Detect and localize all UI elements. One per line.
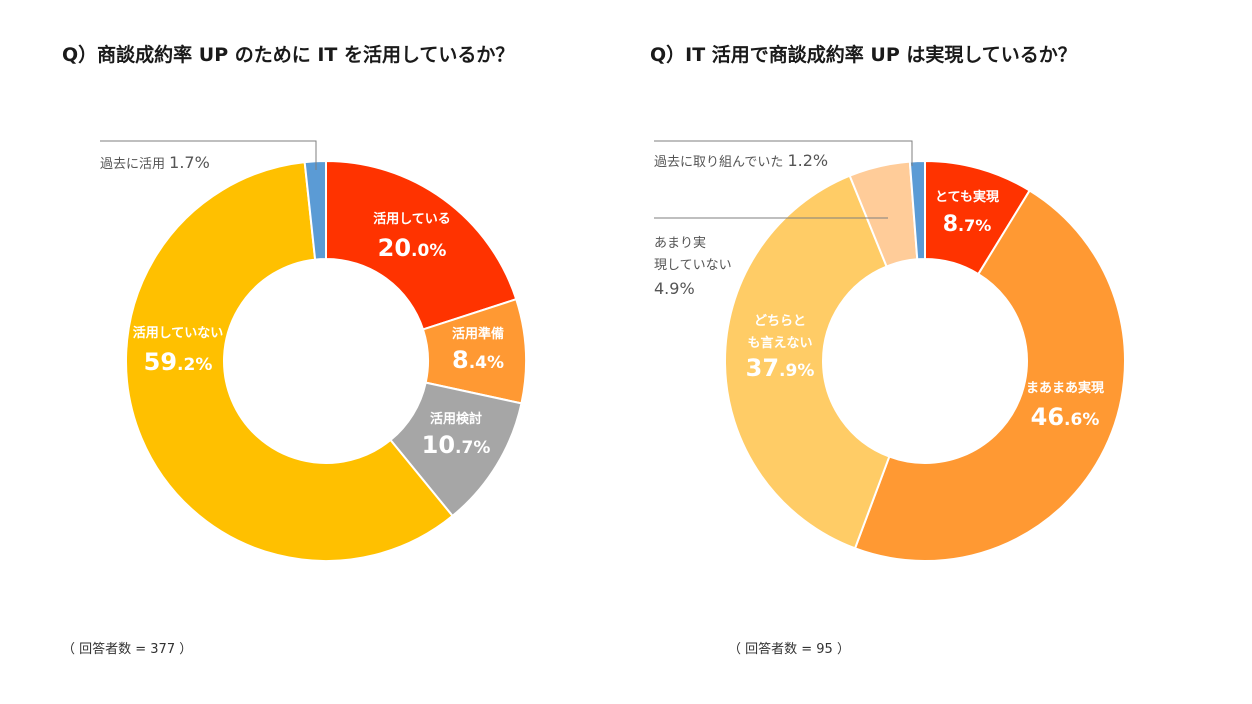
donut-slice-1-slice-5	[303, 159, 327, 261]
donut-slice-1-slice-1	[325, 159, 518, 331]
slice-label-1-2: 活用準備	[452, 326, 504, 342]
slice-value-1-2: 8.4%	[452, 346, 504, 374]
slice-value-1-4: 59.2%	[144, 348, 213, 376]
callout-label-2-5: 過去に取り組んでいた 1.2%	[654, 151, 828, 170]
slice-label-2-3-line2: も言えない	[747, 335, 812, 351]
chart-title-it-result: Q）IT 活用で商談成約率 UP は実現しているか？	[650, 44, 1077, 66]
slice-label-2-3: どちらと	[754, 314, 806, 329]
donut-slice-2-slice-2	[853, 189, 1126, 562]
slice-label-1-3: 活用検討	[430, 411, 482, 427]
callout-label-1-5: 過去に活用 1.7%	[100, 153, 210, 172]
callout-label-2-4-line2: 現していない	[654, 258, 732, 273]
leader-line-2-5	[654, 140, 913, 166]
slice-label-2-2: まあまあ実現	[1026, 380, 1104, 396]
respondent-count-it-result: （ 回答者数 = 95 ）	[728, 642, 850, 657]
slice-value-2-2: 46.6%	[1031, 403, 1100, 431]
slice-value-2-3: 37.9%	[746, 354, 815, 382]
donut-slice-2-slice-3	[724, 174, 891, 550]
callout-label-2-4: あまり実	[654, 235, 706, 251]
slice-label-1-1: 活用している	[373, 211, 451, 227]
callout-value-2-4: 4.9%	[654, 279, 695, 298]
leader-line-1-5	[100, 140, 317, 170]
chart-title-it-usage: Q）商談成約率 UP のために IT を活用しているか？	[62, 44, 515, 66]
slice-value-1-1: 20.0%	[378, 234, 447, 262]
slice-label-1-4: 活用していない	[133, 325, 224, 341]
donut-slice-1-slice-4	[125, 161, 454, 562]
slice-label-2-1: とても実現	[935, 189, 999, 205]
slice-value-1-3: 10.7%	[422, 431, 491, 459]
respondent-count-it-usage: （ 回答者数 = 377 ）	[62, 642, 193, 657]
donut-slice-2-slice-5	[908, 159, 926, 261]
slice-value-2-1: 8.7%	[943, 212, 992, 237]
